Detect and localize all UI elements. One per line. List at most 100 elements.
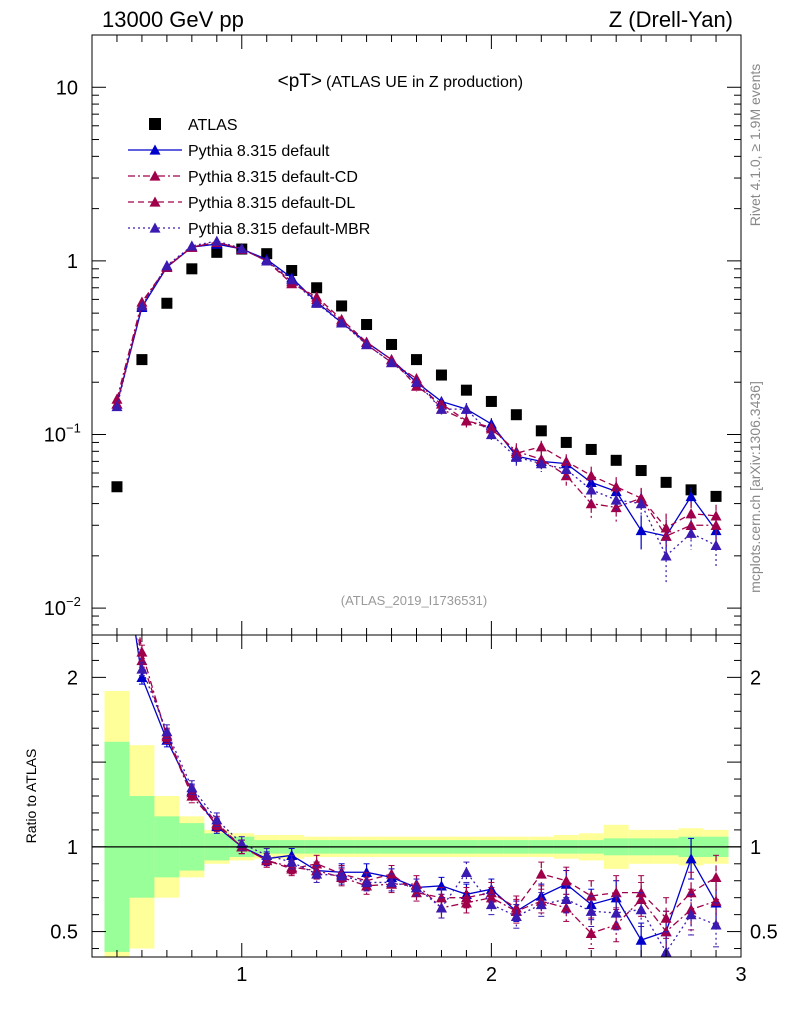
ratio-point-mbr: [560, 893, 572, 905]
series-point-mbr: [311, 297, 323, 308]
series-point-mbr: [286, 274, 298, 285]
ratio-point-dl: [535, 868, 547, 879]
atlas-point: [635, 465, 647, 477]
y-tick-label: 10: [56, 77, 78, 99]
ratio-panel: 1 2 30.5 0.51 12 2 Ratio to ATLAS: [23, 469, 778, 986]
legend-marker-default: [149, 144, 161, 155]
atlas-point: [535, 425, 547, 437]
series-point-dl: [610, 481, 622, 492]
legend-label-default: Pythia 8.315 default: [188, 143, 330, 160]
atlas-point: [286, 265, 298, 277]
atlas-point: [336, 300, 348, 312]
y-tick-label: 1: [67, 251, 78, 273]
ratio-point-default: [685, 853, 697, 864]
watermark: (ATLAS_2019_I1736531): [341, 593, 487, 608]
atlas-point: [610, 454, 622, 466]
legend-marker-dl: [149, 196, 161, 207]
x-tick-label: 3: [735, 964, 746, 986]
y-tick-label-base: 10: [44, 424, 66, 446]
ratio-point-mbr: [510, 910, 522, 922]
ratio-point-dl: [460, 892, 472, 903]
series-point-dl: [535, 441, 547, 452]
series-point-mbr: [635, 498, 647, 509]
ratio-point-mbr: [635, 904, 647, 915]
ratio-point-mbr: [535, 898, 547, 910]
ratio-point-cd: [111, 469, 122, 479]
ratio-point-mbr: [710, 919, 722, 930]
series-point-mbr: [411, 376, 422, 387]
series-point-mbr: [336, 317, 348, 328]
mcplots-label: mcplots.cern.ch [arXiv:1306.3436]: [747, 381, 763, 593]
legend-marker-mbr: [149, 222, 161, 233]
ratio-point-mbr: [111, 519, 122, 529]
legend: ATLAS Pythia 8.315 default Pythia 8.315 de…: [128, 117, 370, 238]
ratio-tick-label: 0.5: [50, 922, 78, 944]
series-point-cd: [585, 498, 597, 509]
atlas-point: [660, 476, 672, 488]
series-point-mbr: [710, 539, 722, 550]
series-point-mbr: [386, 356, 398, 368]
ratio-point-mbr: [411, 882, 422, 893]
legend-label-cd: Pythia 8.315 default-CD: [188, 169, 358, 186]
ratio-point-mbr: [136, 663, 148, 674]
series-point-dl: [560, 455, 572, 467]
ratio-ylabel: Ratio to ATLAS: [23, 749, 39, 844]
series-point-default: [635, 524, 647, 536]
ratio-tick-label: 2: [67, 667, 78, 689]
y-tick-label-exp: −2: [66, 594, 81, 609]
series-point-mbr: [361, 338, 373, 350]
y-tick-label-base: 10: [44, 598, 66, 620]
series-point-mbr: [261, 255, 273, 266]
ratio-point-dl: [660, 912, 672, 923]
series-point-mbr: [510, 451, 522, 462]
series-point-mbr: [610, 494, 622, 505]
atlas-point: [485, 395, 497, 407]
atlas-point: [136, 354, 148, 366]
legend-label-mbr: Pythia 8.315 default-MBR: [188, 221, 370, 238]
ratio-point-mbr: [585, 905, 597, 916]
series-point-mbr: [186, 240, 198, 251]
series-point-mbr: [585, 484, 597, 495]
ratio-point-mbr: [361, 876, 373, 888]
atlas-point: [111, 481, 123, 493]
atlas-point: [411, 354, 422, 366]
ratio-point-dl: [710, 871, 722, 883]
x-tick-label: 1: [236, 964, 247, 986]
series-point-mbr: [485, 428, 497, 440]
header-left: 13000 GeV pp: [102, 7, 244, 32]
ratio-point-default: [111, 502, 122, 512]
ratio-point-mbr: [336, 870, 348, 881]
atlas-point: [261, 248, 273, 260]
ratio-point-cd: [610, 919, 622, 930]
series-point-mbr: [161, 260, 173, 271]
rivet-label: Rivet 4.1.0, ≥ 1.9M events: [747, 64, 763, 227]
ratio-point-mbr: [435, 902, 447, 913]
atlas-point: [510, 409, 522, 421]
series-point-dl: [311, 291, 323, 302]
ratio-point-dl: [610, 887, 622, 898]
ratio-tick-label: 1: [67, 837, 78, 859]
series-point-mbr: [560, 463, 572, 475]
legend-label-atlas: ATLAS: [188, 117, 238, 134]
series-point-mbr: [660, 550, 672, 561]
atlas-point: [585, 443, 597, 455]
x-tick-label: 2: [486, 964, 497, 986]
legend-marker-cd: [149, 170, 161, 181]
atlas-point: [710, 490, 722, 502]
series-point-mbr: [111, 400, 123, 412]
ratio-tick-label-right: 1: [750, 837, 761, 859]
ratio-point-mbr: [386, 876, 398, 888]
series-point-dl: [710, 510, 722, 521]
series-point-mbr: [136, 300, 148, 311]
series-point-mbr: [211, 235, 223, 246]
plot-subtitle: (ATLAS UE in Z production): [326, 74, 523, 91]
series-point-dl: [585, 470, 597, 481]
legend-marker-atlas: [149, 118, 161, 130]
ratio-point-mbr: [311, 868, 323, 879]
series-point-dl: [685, 508, 697, 519]
ratio-point-mbr: [161, 726, 173, 737]
series-point-dl: [660, 522, 672, 533]
ratio-point-default: [136, 671, 148, 683]
series-point-mbr: [685, 527, 697, 538]
